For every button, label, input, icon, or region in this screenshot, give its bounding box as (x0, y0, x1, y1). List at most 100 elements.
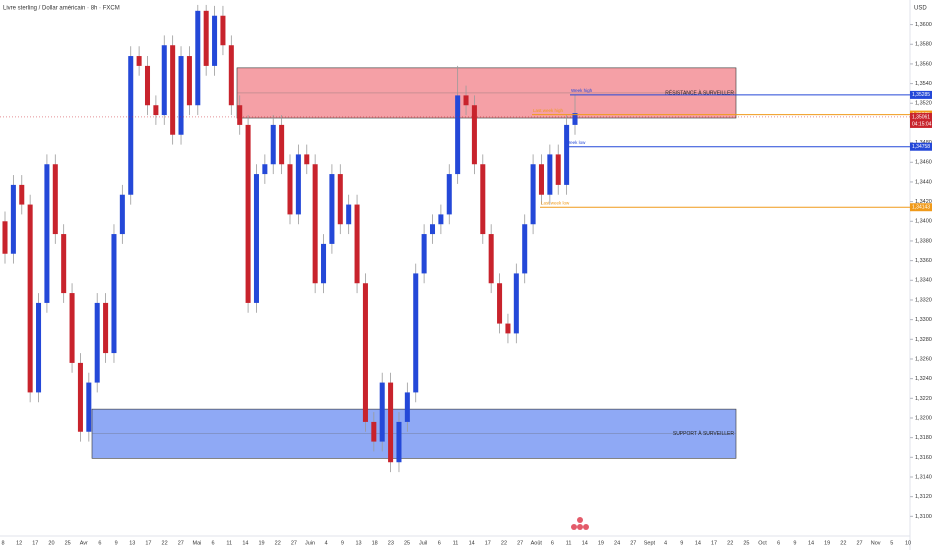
candle-body (354, 204, 360, 284)
zone-label: RÉSISTANCE À SURVEILLER (665, 89, 734, 96)
candle-body (455, 95, 461, 175)
x-tick-label: 6 (438, 540, 441, 546)
x-tick-label: 9 (793, 540, 796, 546)
candle-body (497, 283, 503, 324)
x-tick-label: 6 (212, 540, 215, 546)
y-tick-label: 1,34600 (915, 160, 932, 166)
currency: USD (914, 6, 927, 12)
y-tick-label: 1,32200 (915, 396, 932, 402)
candle-body (438, 214, 444, 225)
candle-body (128, 56, 134, 195)
candle-body (396, 421, 402, 463)
candle-body (77, 362, 83, 432)
candle-body (429, 224, 436, 235)
candle-body (413, 273, 419, 393)
x-tick-label: 4 (325, 540, 328, 546)
x-tick-label: 27 (856, 540, 862, 546)
candle-body (564, 124, 570, 185)
candle-body (44, 164, 50, 303)
candle-body (119, 194, 125, 235)
y-tick-label: 1,35200 (915, 101, 932, 107)
candle-body (19, 184, 25, 205)
x-tick-label: 6 (551, 540, 554, 546)
y-tick-label: 1,33600 (915, 258, 932, 264)
y-tick-label: 1,35600 (915, 61, 932, 67)
price-label: 1,34143 (912, 205, 930, 211)
candle-body (245, 124, 251, 303)
candle-body (279, 124, 285, 165)
candle-body (446, 174, 452, 215)
price-label: 1,35285 (912, 92, 930, 98)
x-tick-label: 9 (115, 540, 118, 546)
candle-body (505, 323, 511, 334)
candle-body (572, 113, 578, 125)
candle-body (253, 174, 259, 303)
x-tick-label: 6 (98, 540, 101, 546)
y-tick-label: 1,31200 (915, 494, 932, 500)
candle-body (304, 154, 310, 165)
x-tick-label: 9 (341, 540, 344, 546)
x-tick-label: 12 (16, 540, 22, 546)
candle-body (103, 302, 109, 354)
y-tick-label: 1,31000 (915, 514, 932, 520)
candle-body (480, 164, 486, 235)
x-tick-label: 4 (664, 540, 667, 546)
candle-body (61, 234, 67, 294)
candle-body (538, 164, 544, 195)
x-tick-label: 19 (824, 540, 830, 546)
x-tick-label: 11 (226, 540, 232, 546)
y-tick-label: 1,31800 (915, 435, 932, 441)
x-tick-label: 22 (162, 540, 168, 546)
x-tick-label: 13 (129, 540, 135, 546)
candle-body (178, 56, 184, 135)
x-tick-label: 18 (372, 540, 378, 546)
candle-body (421, 234, 427, 274)
x-tick-label: 25 (404, 540, 410, 546)
x-tick-label: 9 (680, 540, 683, 546)
x-tick-label: Avr (80, 540, 88, 546)
x-tick-label: 17 (32, 540, 38, 546)
candle-body (555, 154, 561, 185)
x-tick-label: 14 (582, 540, 588, 546)
countdown: 04:15:04 (912, 121, 932, 127)
candle-body (388, 382, 394, 463)
event-icon (577, 517, 583, 523)
price-label: 1,34758 (912, 144, 930, 150)
x-tick-label: Juin (305, 540, 315, 546)
candle-body (513, 273, 519, 334)
x-tick-label: Août (531, 540, 543, 546)
y-tick-label: 1,31400 (915, 474, 932, 480)
candle-body (379, 382, 385, 442)
x-tick-label: Oct (758, 540, 767, 546)
candle-body (237, 105, 243, 125)
candle-body (111, 234, 117, 354)
candle-body (144, 65, 151, 106)
y-tick-label: 1,34200 (915, 199, 932, 205)
y-tick-label: 1,32800 (915, 337, 932, 343)
event-icon (583, 524, 589, 530)
x-tick-label: 6 (777, 540, 780, 546)
last-price-bg (910, 112, 932, 128)
candle-body (362, 283, 368, 422)
candle-body (203, 10, 209, 66)
x-tick-label: 22 (275, 540, 281, 546)
candle-body (86, 382, 92, 432)
event-icon (571, 524, 577, 530)
candle-body (228, 45, 234, 106)
candle-body (186, 56, 192, 106)
candle-body (287, 164, 293, 215)
candle-body (547, 154, 553, 195)
y-tick-label: 1,34000 (915, 219, 932, 225)
x-tick-label: 22 (501, 540, 507, 546)
x-tick-label: Nov (871, 540, 881, 546)
candle-body (170, 45, 176, 135)
x-tick-label: 27 (517, 540, 523, 546)
candle-body (530, 164, 536, 225)
y-tick-label: 1,33000 (915, 317, 932, 323)
x-tick-label: 11 (566, 540, 572, 546)
candle-body (471, 105, 477, 165)
event-icon (577, 524, 583, 530)
x-tick-label: 14 (695, 540, 701, 546)
